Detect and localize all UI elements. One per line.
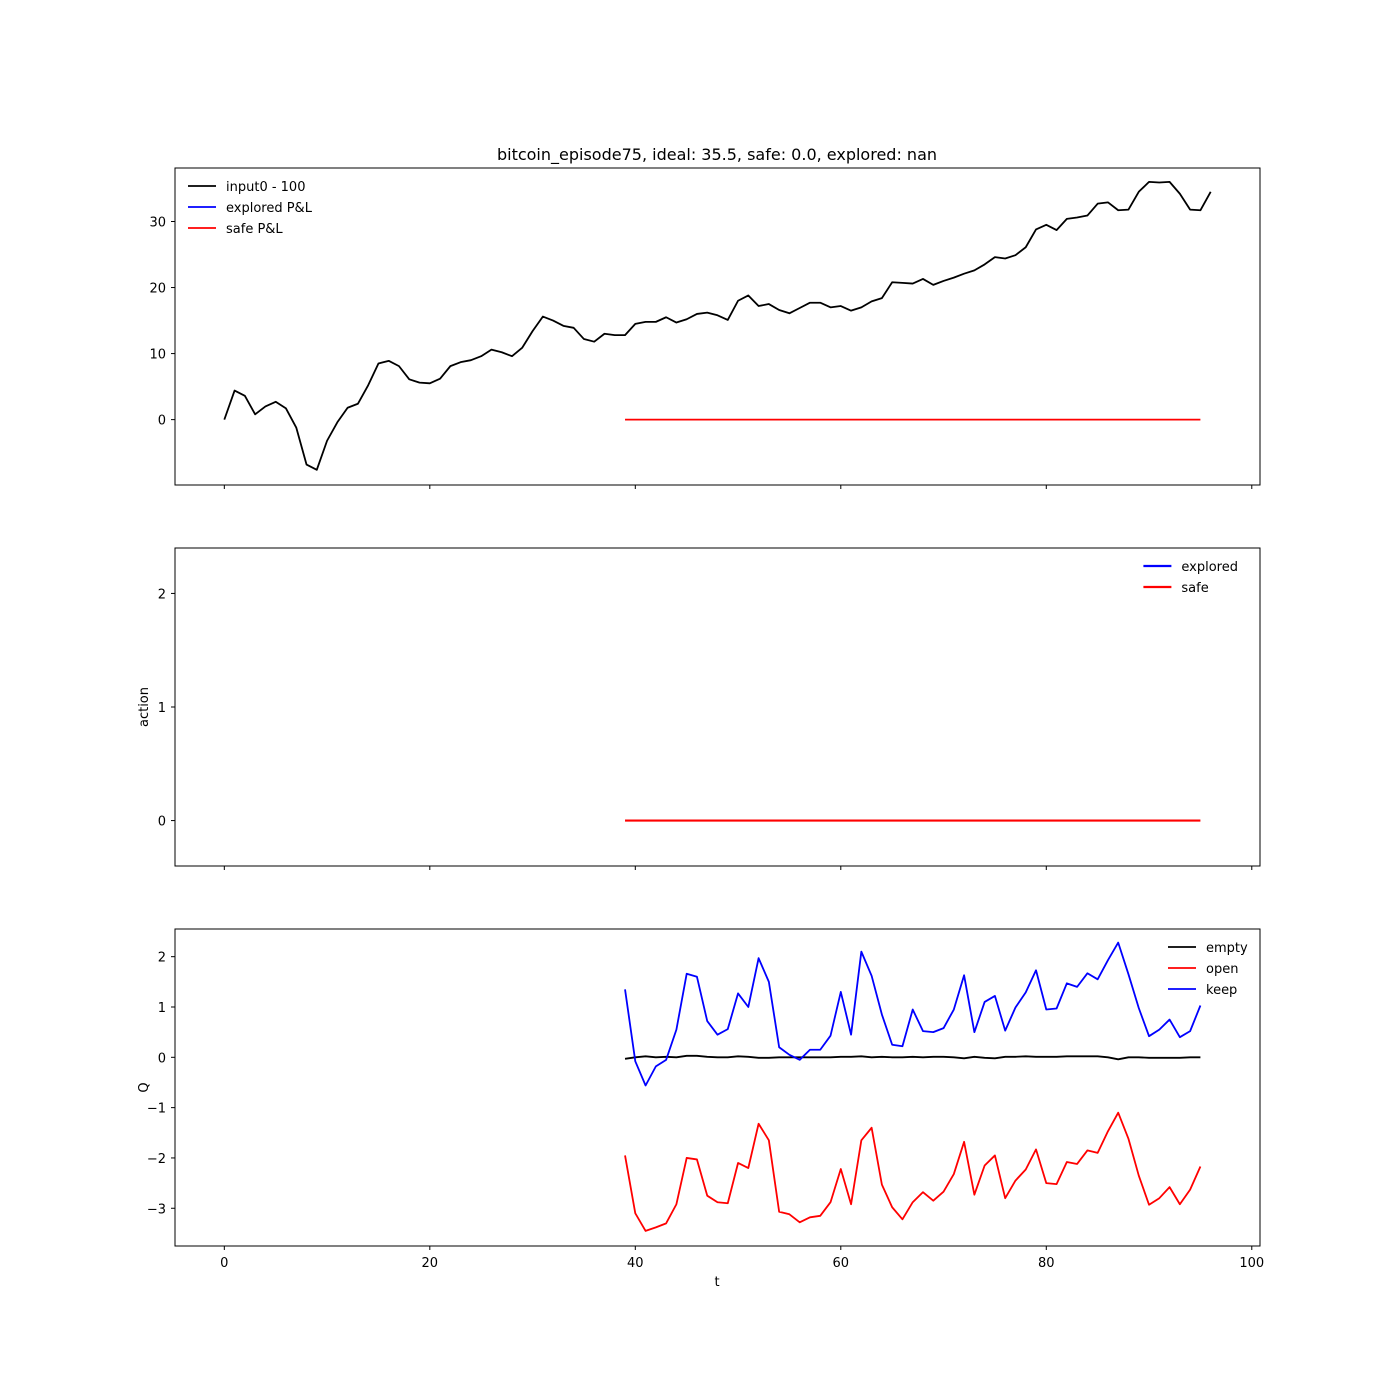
y-tick-label: −2: [147, 1152, 166, 1167]
y-tick-label: 1: [158, 701, 166, 716]
x-tick-label: 40: [627, 1256, 644, 1271]
x-tick-label: 0: [220, 1256, 228, 1271]
y-tick-label: 2: [158, 951, 166, 966]
legend: input0 - 100 explored P&L safe P&L: [188, 180, 313, 237]
y-tick-label: 2: [158, 587, 166, 602]
y-tick-label: 30: [149, 215, 166, 230]
x-axis-label: t: [714, 1275, 719, 1290]
axes-frame: [174, 167, 1261, 486]
series-line-keep: [624, 941, 1202, 1087]
x-tick-label: 20: [422, 1256, 439, 1271]
figure-title: bitcoin_episode75, ideal: 35.5, safe: 0.…: [497, 145, 937, 165]
legend-label: open: [1206, 962, 1238, 977]
y-tick-label: 10: [149, 348, 166, 363]
legend-label: input0 - 100: [226, 180, 305, 195]
legend-label: explored P&L: [226, 201, 313, 216]
legend-label: safe: [1181, 581, 1208, 596]
axes-frame: [174, 928, 1261, 1247]
legend: explored safe: [1143, 560, 1238, 596]
legend-label: empty: [1206, 941, 1248, 956]
legend-label: keep: [1206, 983, 1237, 998]
y-tick-label: 1: [158, 1001, 166, 1016]
y-axis-label: Q: [137, 1082, 152, 1092]
legend-label: safe P&L: [226, 222, 283, 237]
y-tick-label: 0: [158, 414, 166, 429]
series-line-empty: [624, 1054, 1201, 1061]
x-tick-label: 80: [1038, 1256, 1055, 1271]
y-tick-label: 0: [158, 1051, 166, 1066]
x-tick-label: 60: [833, 1256, 850, 1271]
series-line-input0-100: [223, 180, 1212, 471]
legend-label: explored: [1181, 560, 1238, 575]
y-tick-label: −1: [147, 1102, 166, 1117]
legend: empty open keep: [1168, 941, 1248, 998]
panel-2: 0 1 2 action explored safe: [137, 547, 1261, 870]
series-line-open: [624, 1111, 1202, 1232]
y-tick-label: 0: [158, 815, 166, 830]
y-tick-label: 20: [149, 282, 166, 297]
panel-1: 0 10 20 30 input0 - 100 explored P&L safe P&L: [149, 167, 1261, 489]
y-tick-label: −3: [147, 1202, 166, 1217]
x-tick-label: 100: [1239, 1256, 1264, 1271]
y-axis-label: action: [137, 687, 152, 727]
